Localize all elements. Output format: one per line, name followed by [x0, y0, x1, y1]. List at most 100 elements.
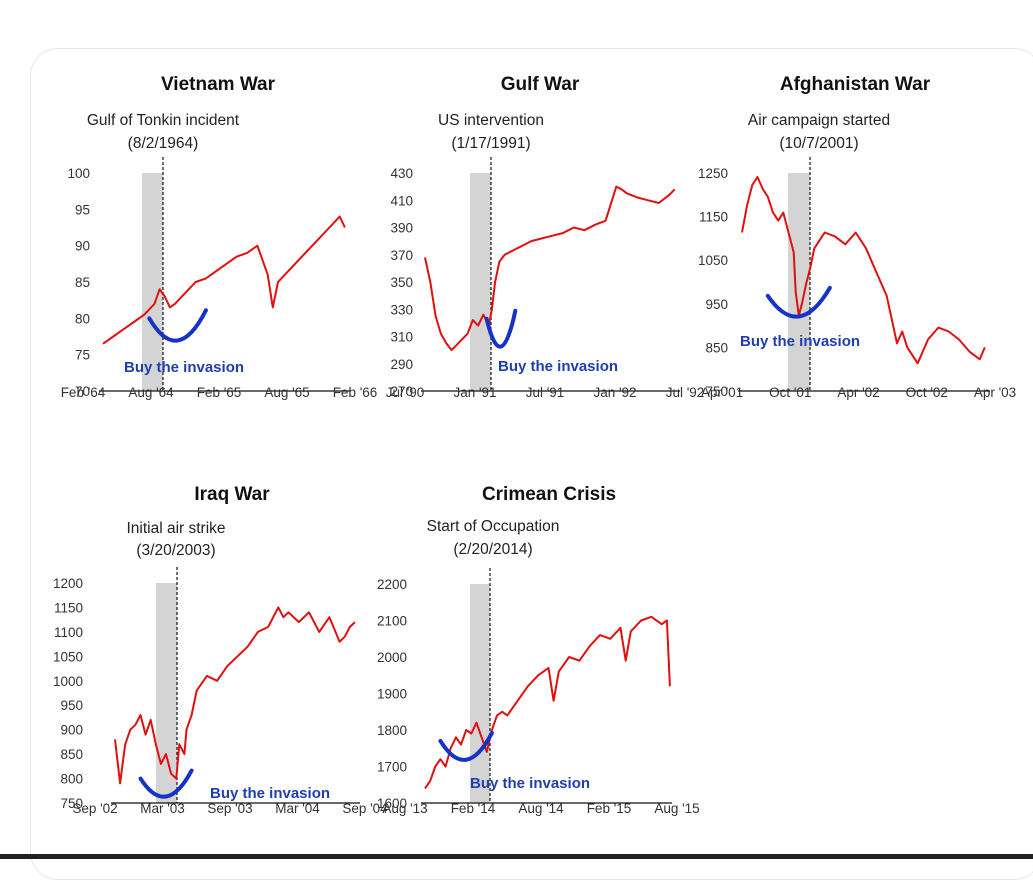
y-tick-label: 95: [75, 202, 90, 217]
chart-afghanistan-war: Afghanistan War Air campaign started (10…: [698, 74, 1016, 400]
price-series-line: [424, 615, 671, 789]
price-series-line: [114, 606, 356, 785]
y-tick-label: 850: [705, 340, 728, 355]
y-tick-label: 1150: [699, 210, 728, 225]
event-label: US intervention: [438, 112, 544, 129]
x-tick-label: Aug '13: [382, 801, 427, 816]
y-tick-label: 1700: [377, 760, 407, 775]
y-tick-label: 1000: [53, 674, 83, 689]
y-tick-label: 1100: [54, 625, 83, 640]
x-tick-label: Aug '65: [264, 385, 309, 400]
y-tick-label: 1900: [377, 687, 407, 702]
y-tick-label: 70: [75, 384, 90, 399]
x-tick-label: Mar '04: [275, 801, 320, 816]
y-tick-label: 1600: [377, 796, 407, 811]
event-label: Initial air strike: [126, 520, 225, 537]
event-label: Air campaign started: [748, 112, 890, 129]
chart-title: Gulf War: [501, 74, 580, 95]
bottom-bar: [0, 854, 1033, 859]
chart-iraq-war: Iraq War Initial air strike (3/20/2003) …: [53, 484, 388, 816]
chart-title: Crimean Crisis: [482, 484, 616, 505]
y-tick-label: 290: [390, 357, 413, 372]
y-tick-label: 310: [390, 330, 413, 345]
chart-crimean-crisis: Crimean Crisis Start of Occupation (2/20…: [377, 484, 700, 816]
y-tick-label: 100: [67, 166, 90, 181]
y-tick-label: 80: [75, 311, 90, 326]
x-tick-label: Oct '02: [906, 385, 948, 400]
event-label: Start of Occupation: [427, 518, 560, 535]
event-date: (10/7/2001): [779, 135, 858, 152]
event-date: (3/20/2003): [136, 542, 215, 559]
event-date: (8/2/1964): [128, 135, 199, 152]
buy-annotation: Buy the invasion: [498, 358, 618, 375]
x-tick-label: Sep '04: [342, 801, 388, 816]
x-tick-label: Aug '15: [654, 801, 699, 816]
chart-title: Afghanistan War: [780, 74, 931, 95]
x-tick-label: Sep '03: [207, 801, 252, 816]
y-tick-label: 410: [390, 193, 413, 208]
buy-smile-mark: [484, 308, 518, 349]
chart-gulf-war: Gulf War US intervention (1/17/1991) 430…: [386, 74, 705, 400]
x-tick-label: Jan '92: [593, 385, 636, 400]
event-date: (1/17/1991): [451, 135, 530, 152]
x-tick-label: Feb '14: [451, 801, 496, 816]
x-tick-label: Feb '66: [333, 385, 378, 400]
x-tick-label: Oct '01: [769, 385, 811, 400]
buy-annotation: Buy the invasion: [124, 359, 244, 376]
event-window-shade: [156, 583, 177, 803]
x-tick-label: Jul '91: [526, 385, 565, 400]
buy-smile-mark: [147, 308, 208, 343]
x-tick-label: Jan '91: [453, 385, 496, 400]
y-tick-label: 850: [60, 747, 83, 762]
price-series-line: [102, 215, 346, 345]
event-date: (2/20/2014): [453, 541, 532, 558]
y-tick-label: 900: [60, 723, 83, 738]
x-tick-label: Feb '65: [197, 385, 242, 400]
y-tick-label: 1050: [53, 649, 83, 664]
y-tick-label: 330: [390, 302, 413, 317]
y-tick-label: 90: [75, 239, 90, 254]
event-window-shade: [142, 173, 163, 391]
buy-smile-mark: [438, 730, 494, 762]
y-tick-label: 950: [705, 297, 728, 312]
y-tick-label: 800: [60, 772, 83, 787]
y-tick-label: 750: [705, 384, 728, 399]
buy-annotation: Buy the invasion: [210, 785, 330, 802]
x-tick-label: Aug '14: [518, 801, 564, 816]
x-tick-label: Feb '64: [61, 385, 106, 400]
price-series-line: [741, 176, 986, 365]
buy-annotation: Buy the invasion: [470, 775, 590, 792]
chart-title: Vietnam War: [161, 74, 276, 95]
y-tick-label: 1050: [698, 253, 728, 268]
card-frame: [30, 48, 1033, 880]
y-tick-label: 1200: [53, 576, 83, 591]
price-series-line: [424, 185, 676, 352]
y-tick-label: 1800: [377, 723, 407, 738]
y-tick-label: 75: [75, 348, 90, 363]
chart-title: Iraq War: [194, 484, 270, 505]
buy-annotation: Buy the invasion: [740, 333, 860, 350]
event-window-shade: [470, 173, 491, 391]
y-tick-label: 270: [390, 384, 413, 399]
y-tick-label: 85: [75, 275, 90, 290]
x-tick-label: Apr '02: [837, 385, 879, 400]
y-tick-label: 950: [60, 698, 83, 713]
y-tick-label: 2200: [377, 577, 407, 592]
y-tick-label: 1150: [54, 600, 83, 615]
y-tick-label: 2100: [377, 614, 407, 629]
y-tick-label: 370: [390, 248, 413, 263]
event-label: Gulf of Tonkin incident: [87, 112, 240, 129]
buy-smile-mark: [138, 768, 194, 799]
x-tick-label: Feb '15: [587, 801, 632, 816]
x-tick-label: Aug '64: [128, 385, 174, 400]
y-tick-label: 2000: [377, 650, 407, 665]
y-tick-label: 1250: [698, 166, 728, 181]
chart-vietnam-war: Vietnam War Gulf of Tonkin incident (8/2…: [61, 74, 378, 400]
x-tick-label: Sep '02: [72, 801, 117, 816]
x-tick-label: Jul '90: [386, 385, 425, 400]
y-tick-label: 350: [390, 275, 413, 290]
x-tick-label: Apr '01: [701, 385, 743, 400]
buy-smile-mark: [765, 285, 832, 319]
x-tick-label: Mar '03: [140, 801, 185, 816]
y-tick-label: 390: [390, 221, 413, 236]
